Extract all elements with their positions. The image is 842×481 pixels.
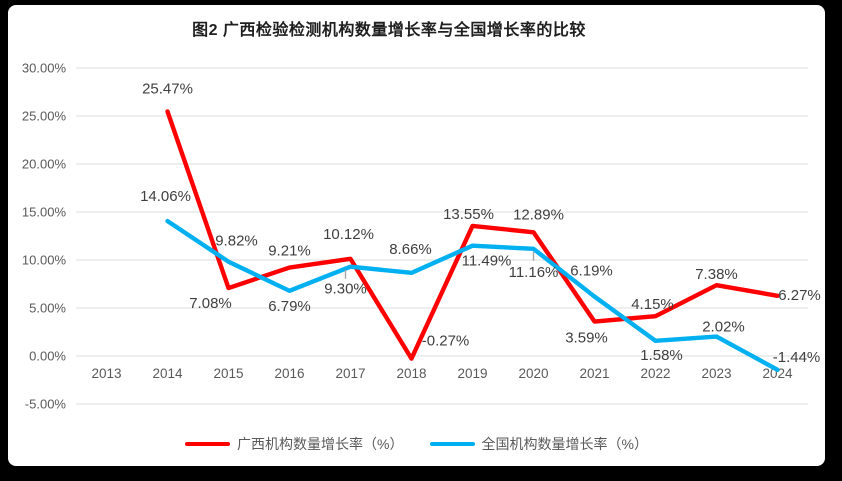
chart-svg: 30.00% 25.00% 20.00% 15.00% 10.00% 5.00% 0.00%… <box>22 61 821 412</box>
x-axis-tick-label: 2019 <box>457 366 487 381</box>
data-label: 2.02% <box>702 319 745 336</box>
y-axis-tick-label: 0.00% <box>29 349 66 364</box>
guangxi-line-swatch-icon <box>185 441 231 447</box>
x-axis-tick-label: 2017 <box>335 366 365 381</box>
x-axis-tick-label: 2022 <box>640 366 670 381</box>
x-axis-tick-label: 2013 <box>91 366 121 381</box>
data-label: 9.30% <box>324 281 367 298</box>
data-label: 6.79% <box>268 298 311 315</box>
legend: 广西机构数量增长率（%） 全国机构数量增长率（%） <box>8 434 825 454</box>
y-axis-tick-label: 10.00% <box>22 253 67 268</box>
data-label: -1.44% <box>773 349 821 366</box>
data-label: 7.38% <box>695 266 738 283</box>
data-label: 4.15% <box>631 296 674 313</box>
data-label: 11.16% <box>509 264 559 281</box>
data-label: 3.59% <box>565 330 608 347</box>
data-label: 12.89% <box>513 206 564 223</box>
y-axis-tick-label: 30.00% <box>22 61 67 76</box>
legend-label-guangxi: 广西机构数量增长率（%） <box>237 436 404 452</box>
x-axis-tick-label: 2023 <box>701 366 731 381</box>
chart-panel: 图2 广西检验检测机构数量增长率与全国增长率的比较 30.00% 25.00% 20… <box>8 5 825 466</box>
y-axis-tick-label: 20.00% <box>22 157 67 172</box>
y-axis-tick-label: 5.00% <box>29 301 66 316</box>
x-axis-tick-label: 2024 <box>762 366 793 381</box>
x-axis-tick-label: 2020 <box>518 366 548 381</box>
data-label: 9.21% <box>268 243 311 260</box>
data-label: -0.27% <box>422 333 470 350</box>
data-label: 6.19% <box>570 263 613 280</box>
data-label: 14.06% <box>140 188 191 205</box>
data-label: 6.27% <box>778 287 821 304</box>
x-axis-tick-label: 2016 <box>274 366 304 381</box>
national-line-swatch-icon <box>429 441 475 447</box>
data-label: 13.55% <box>443 206 494 223</box>
x-axis-tick-label: 2015 <box>213 366 243 381</box>
legend-item-guangxi: 广西机构数量增长率（%） <box>185 434 404 454</box>
guangxi-line <box>165 109 780 361</box>
data-label: 1.58% <box>640 347 683 364</box>
data-label: 7.08% <box>189 295 232 312</box>
y-axis-tick-label: -5.00% <box>25 397 67 412</box>
legend-item-national: 全国机构数量增长率（%） <box>429 434 648 454</box>
legend-label-national: 全国机构数量增长率（%） <box>481 436 648 452</box>
data-label: 11.49% <box>462 253 512 270</box>
data-label: 8.66% <box>389 241 432 258</box>
x-axis-tick-label: 2021 <box>579 366 609 381</box>
x-axis-tick-label: 2014 <box>152 366 183 381</box>
y-axis-tick-label: 25.00% <box>22 109 67 124</box>
data-label: 9.82% <box>215 233 258 250</box>
national-line <box>165 218 780 373</box>
chart-title: 图2 广西检验检测机构数量增长率与全国增长率的比较 <box>192 22 586 39</box>
data-label: 25.47% <box>142 80 193 97</box>
y-axis-tick-label: 15.00% <box>22 205 67 220</box>
data-label: 10.12% <box>323 226 374 243</box>
x-axis-tick-label: 2018 <box>396 366 426 381</box>
